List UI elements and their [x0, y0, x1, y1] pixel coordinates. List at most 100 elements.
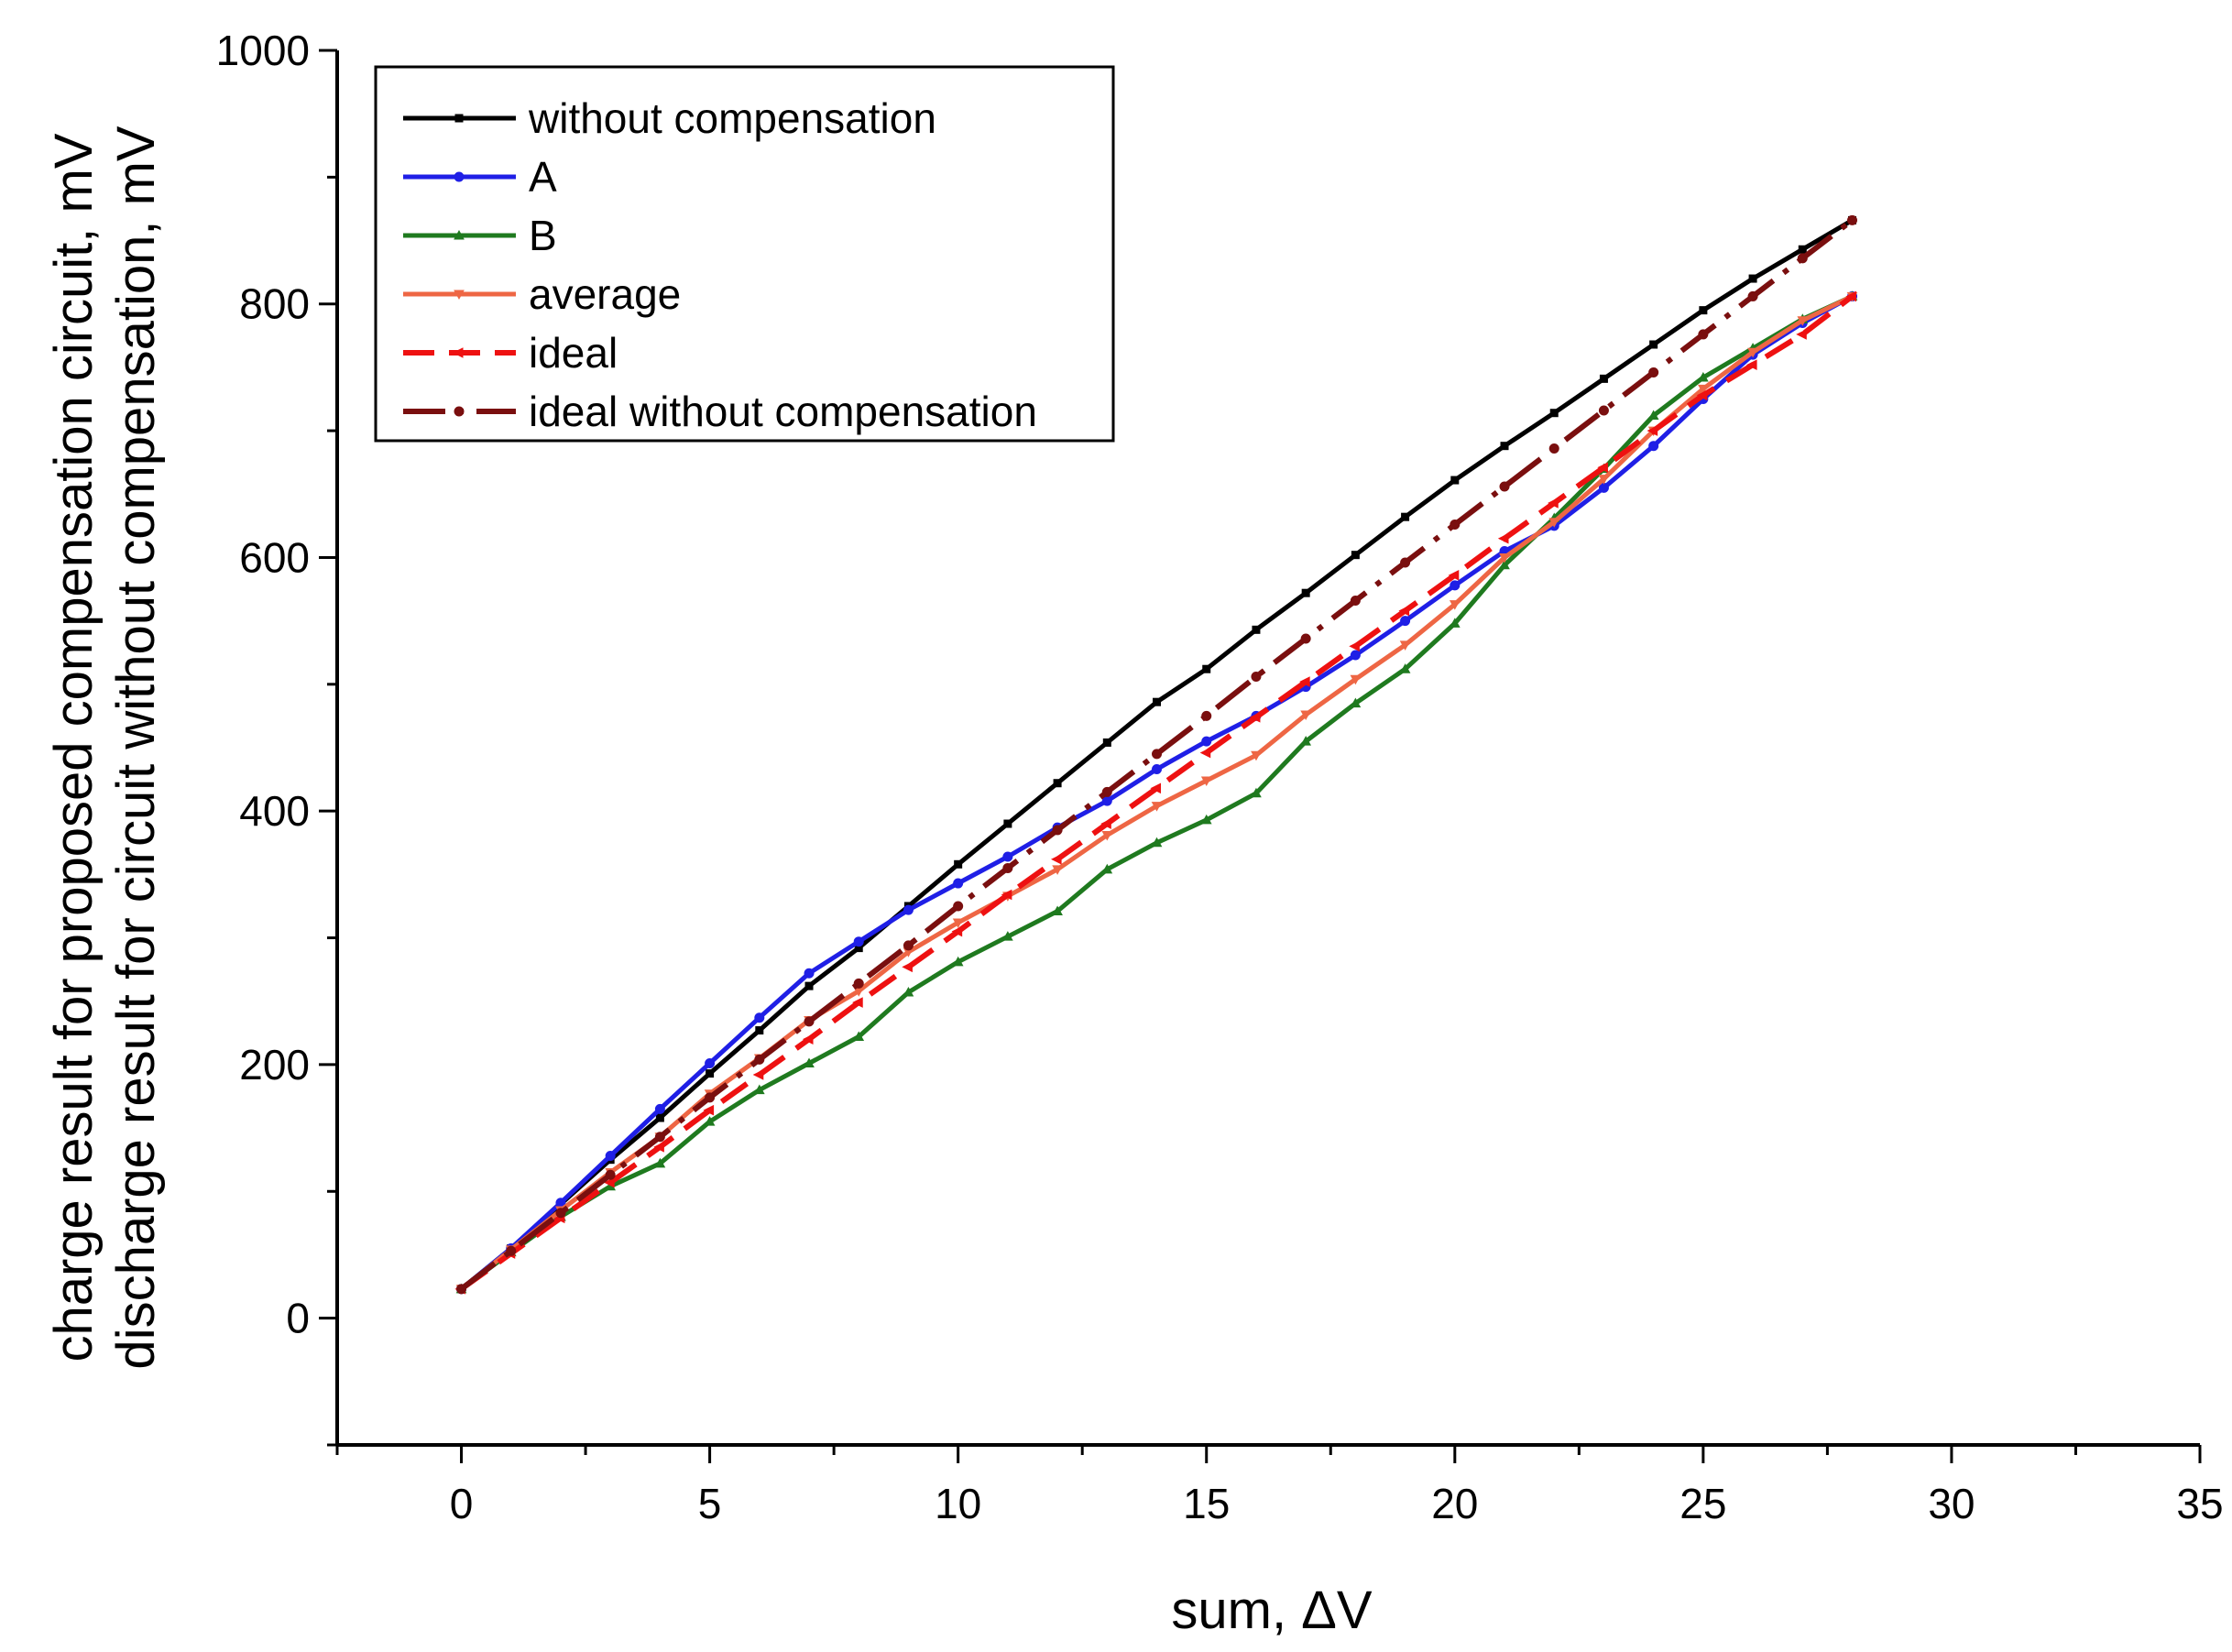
data-point [705, 1058, 716, 1069]
data-point [1300, 736, 1312, 746]
data-point [1251, 672, 1262, 683]
data-point [1053, 779, 1062, 788]
data-point [1251, 787, 1262, 798]
x-axis-title: sum, ΔV [1171, 1581, 1373, 1640]
data-point [605, 1151, 616, 1162]
data-point [1050, 853, 1062, 865]
data-point [1399, 640, 1411, 651]
data-point [1151, 837, 1163, 848]
data-point [1797, 253, 1808, 264]
data-point [1152, 764, 1163, 775]
x-tick-label: 25 [1679, 1480, 1726, 1527]
y-tick-label: 1000 [216, 27, 310, 74]
data-point [1548, 518, 1560, 528]
data-point [506, 1245, 517, 1256]
data-point [654, 1157, 666, 1168]
data-point [1002, 862, 1013, 873]
data-point [752, 1069, 764, 1080]
data-point [754, 1012, 765, 1023]
data-point [604, 1176, 615, 1188]
data-point [1649, 340, 1658, 349]
data-point [1597, 462, 1608, 474]
y-tick-label: 400 [239, 787, 310, 835]
legend-label: B [529, 212, 557, 259]
data-point [704, 1116, 716, 1126]
data-point [903, 904, 914, 915]
data-point [903, 987, 914, 997]
data-point [1699, 306, 1708, 315]
data-point [1747, 347, 1758, 358]
x-tick-label: 35 [2176, 1480, 2223, 1527]
data-point [1599, 374, 1608, 383]
data-point [1798, 245, 1807, 254]
series-a [456, 290, 1858, 1295]
data-point [1350, 674, 1362, 685]
x-tick-label: 20 [1431, 1480, 1478, 1527]
series-ideal-without-compensation [456, 214, 1858, 1295]
data-point [1847, 214, 1858, 225]
data-point [1500, 442, 1509, 451]
data-point [853, 978, 864, 989]
data-point [1052, 865, 1063, 875]
data-point [755, 1026, 764, 1035]
data-point [1252, 625, 1261, 634]
data-point [753, 1084, 765, 1095]
data-point [1400, 557, 1411, 568]
data-point [1102, 738, 1111, 747]
data-point [1845, 290, 1857, 302]
data-point [1200, 776, 1212, 787]
data-point [456, 1284, 467, 1295]
data-point [1152, 749, 1163, 760]
data-point [952, 918, 964, 928]
data-point [1349, 640, 1360, 652]
data-point [754, 1054, 765, 1065]
data-point [1002, 931, 1013, 941]
data-point [1003, 819, 1012, 828]
data-point [1350, 697, 1362, 708]
data-point [1698, 384, 1709, 395]
data-point [653, 1142, 664, 1153]
data-point [1647, 410, 1659, 420]
data-point [1450, 476, 1460, 485]
data-point [1201, 710, 1212, 721]
data-point [703, 1104, 715, 1116]
data-point [1201, 736, 1212, 747]
data-point [952, 956, 964, 967]
data-point [1150, 782, 1162, 794]
x-tick-label: 0 [450, 1480, 474, 1527]
legend-label: average [529, 270, 681, 318]
data-point [1052, 905, 1063, 915]
data-point [705, 1092, 716, 1103]
legend-label: ideal without compensation [529, 388, 1037, 435]
data-point [1350, 650, 1361, 661]
y-tick-label: 600 [239, 533, 310, 581]
data-point [1101, 830, 1113, 841]
data-point [953, 878, 964, 889]
data-point [804, 1016, 815, 1027]
data-point [1698, 371, 1709, 382]
data-point [1398, 605, 1410, 617]
data-point [902, 961, 913, 973]
data-point [1350, 595, 1361, 606]
data-point [1251, 750, 1262, 761]
data-point [1747, 290, 1758, 301]
data-point [1100, 818, 1111, 829]
data-point [1450, 580, 1461, 591]
data-point [1797, 316, 1809, 326]
legend-entry: ideal [403, 329, 618, 377]
data-point [954, 859, 963, 869]
data-point [804, 968, 815, 979]
legend-label: without compensation [528, 94, 936, 142]
legend-marker [454, 406, 465, 417]
legend-marker [454, 229, 465, 240]
data-point [1002, 851, 1013, 862]
data-point [1052, 825, 1063, 836]
data-point [903, 940, 914, 951]
data-point [1499, 552, 1510, 563]
data-point [1449, 618, 1461, 628]
legend-entry: A [403, 153, 557, 201]
data-point [804, 981, 814, 990]
data-point [1450, 519, 1461, 530]
